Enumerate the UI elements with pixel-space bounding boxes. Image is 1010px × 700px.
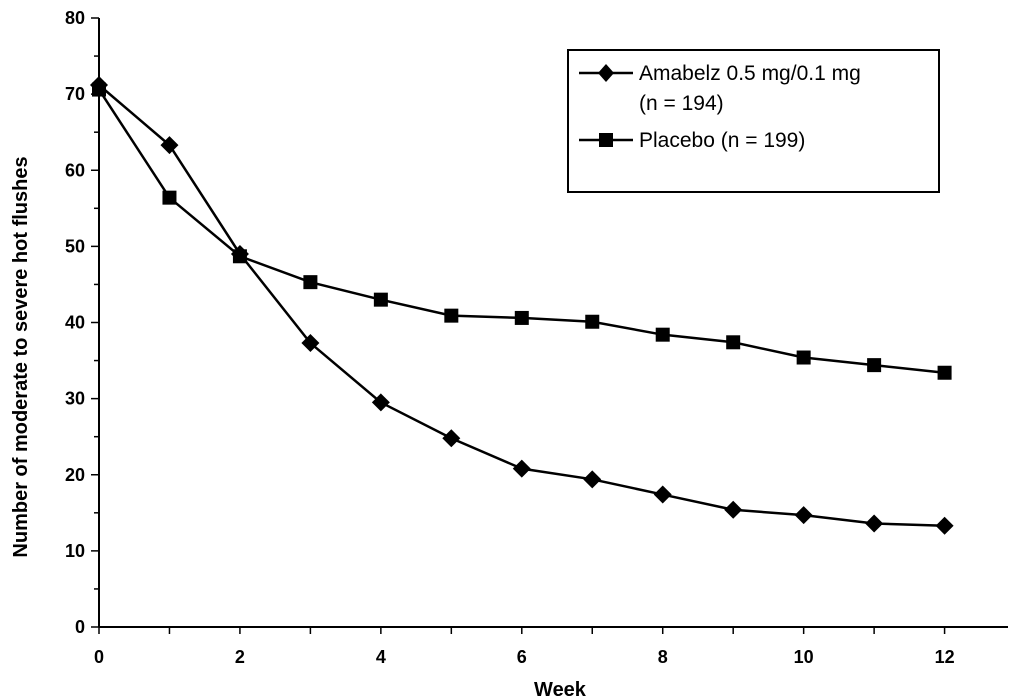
square-point: [796, 350, 811, 365]
square-point: [655, 327, 670, 342]
legend-marker-diamond: [598, 64, 614, 82]
diamond-point: [935, 516, 954, 535]
diamond-point: [653, 485, 672, 504]
legend-label-amabelz: Amabelz 0.5 mg/0.1 mg: [639, 62, 861, 85]
y-axis-title: Number of moderate to severe hot flushes: [10, 156, 32, 557]
x-tick-label: 12: [935, 647, 955, 667]
x-tick-label: 2: [235, 647, 245, 667]
square-point: [232, 249, 247, 264]
square-point: [303, 275, 318, 290]
series-layer: [90, 75, 954, 535]
y-tick-label: 0: [75, 617, 85, 637]
diamond-point: [371, 393, 390, 412]
square-point: [867, 358, 882, 373]
diamond-point: [794, 506, 813, 525]
square-point: [585, 314, 600, 329]
diamond-point: [160, 136, 179, 155]
y-tick-label: 10: [65, 541, 85, 561]
diamond-point: [583, 470, 602, 489]
y-tick-label: 20: [65, 465, 85, 485]
y-axis-ticks: 0 10 20 30 40 50 60 70 80: [65, 8, 99, 637]
diamond-point: [724, 500, 743, 519]
legend-label-amabelz-n: (n = 194): [639, 92, 724, 115]
x-tick-label: 6: [517, 647, 527, 667]
diamond-point: [512, 459, 531, 478]
x-axis-ticks: 0 2 4 6 8 10 12: [94, 627, 955, 667]
x-tick-label: 0: [94, 647, 104, 667]
square-point: [373, 292, 388, 307]
diamond-point: [865, 514, 884, 533]
series-square: [92, 82, 952, 380]
legend-marker-square: [599, 133, 613, 147]
y-tick-label: 40: [65, 313, 85, 333]
x-tick-label: 4: [376, 647, 386, 667]
square-point: [92, 82, 106, 97]
square-point: [162, 190, 177, 205]
y-tick-label: 50: [65, 236, 85, 256]
x-tick-label: 10: [794, 647, 814, 667]
legend-label-placebo: Placebo (n = 199): [639, 129, 805, 152]
square-point: [444, 308, 459, 323]
x-axis-title: Week: [534, 679, 587, 700]
legend: Amabelz 0.5 mg/0.1 mg (n = 194) Placebo …: [567, 49, 940, 193]
y-tick-label: 30: [65, 389, 85, 409]
y-tick-label: 70: [65, 84, 85, 104]
x-tick-label: 8: [658, 647, 668, 667]
square-point: [514, 310, 529, 325]
square-point: [937, 365, 952, 380]
diamond-point: [301, 334, 320, 353]
square-point: [726, 335, 741, 350]
diamond-point: [442, 429, 461, 448]
y-tick-label: 60: [65, 160, 85, 180]
y-tick-label: 80: [65, 8, 85, 28]
